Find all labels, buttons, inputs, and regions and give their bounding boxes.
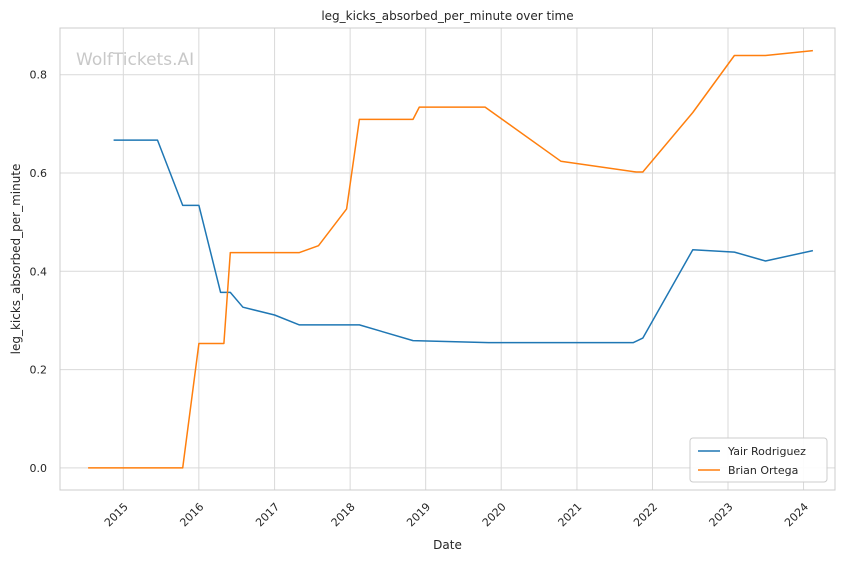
y-axis-label: leg_kicks_absorbed_per_minute [9,164,23,355]
series-line-2 [88,49,813,469]
legend: Yair Rodriguez Brian Ortega [689,437,828,483]
legend-box [689,437,828,483]
y-tick-label: 0.4 [30,265,48,278]
y-axis-ticks: 0.0 0.2 0.4 0.6 0.8 [30,69,48,475]
x-axis-label: Date [433,538,462,552]
y-tick-label: 0.6 [30,167,48,180]
y-tick-label: 0.0 [30,462,48,475]
y-tick-label: 0.8 [30,69,48,82]
y-tick-label: 0.2 [30,364,48,377]
watermark: WolfTickets.AI [76,50,194,70]
legend-label: Brian Ortega [728,464,798,477]
series-line-1 [113,139,814,344]
chart-title: leg_kicks_absorbed_per_minute over time [321,9,573,23]
series-lines [88,49,814,469]
legend-label: Yair Rodriguez [727,445,806,458]
plot-area-frame [59,27,836,491]
